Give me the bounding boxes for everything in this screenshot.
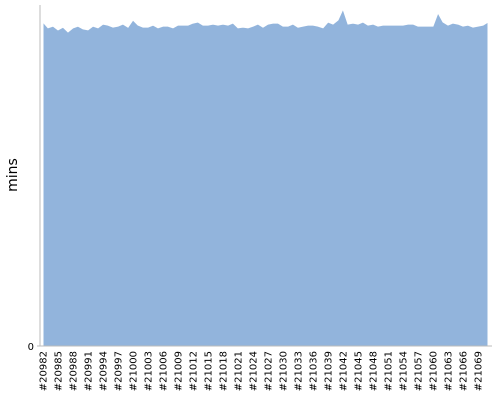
y-axis-label: mins — [5, 158, 21, 192]
x-tick-label: #21069 — [474, 351, 485, 391]
x-tick-label: #20994 — [99, 351, 110, 391]
y-tick-label: 0 — [28, 342, 34, 353]
x-tick-label: #21042 — [339, 351, 350, 391]
x-tick-label: #20997 — [114, 351, 125, 391]
x-tick-label: #21027 — [264, 351, 275, 391]
x-tick-label: #20991 — [84, 351, 95, 391]
x-tick-label: #21063 — [444, 351, 455, 391]
x-tick-label: #21045 — [354, 351, 365, 391]
x-tick-label: #21051 — [384, 351, 395, 391]
x-tick-label: #21030 — [279, 351, 290, 391]
x-tick-label: #21003 — [144, 351, 155, 391]
x-tick-label: #21015 — [204, 351, 215, 391]
x-tick-label: #21006 — [159, 351, 170, 391]
x-tick-label: #21066 — [459, 351, 470, 391]
x-tick-label: #21000 — [129, 351, 140, 391]
x-tick-label: #21021 — [234, 351, 245, 391]
area — [42, 7, 489, 347]
x-tick-label: #21057 — [414, 351, 425, 391]
x-tick-label: #21060 — [429, 351, 440, 391]
x-tick-label: #21012 — [189, 351, 200, 391]
x-tick-label: #21036 — [309, 351, 320, 391]
x-tick-label: #20985 — [54, 351, 65, 391]
x-tick-label: #21018 — [219, 351, 230, 391]
x-tick-label: #21039 — [324, 351, 335, 391]
x-tick-label: #21009 — [174, 351, 185, 391]
x-tick-label: #21033 — [294, 351, 305, 391]
x-tick-label: #20982 — [39, 351, 50, 391]
x-tick-label: #21054 — [399, 351, 410, 391]
x-tick-label: #20988 — [69, 351, 80, 391]
x-tick-label: #21024 — [249, 351, 260, 391]
x-tick-label: #21048 — [369, 351, 380, 391]
